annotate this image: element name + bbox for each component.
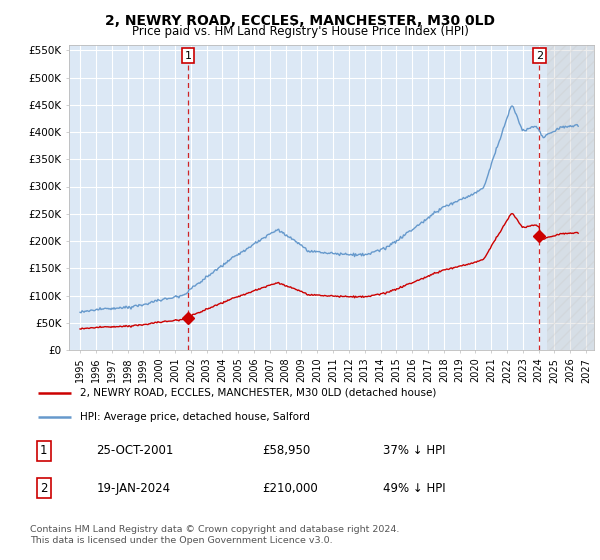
Text: Price paid vs. HM Land Registry's House Price Index (HPI): Price paid vs. HM Land Registry's House … (131, 25, 469, 38)
Text: 2, NEWRY ROAD, ECCLES, MANCHESTER, M30 0LD (detached house): 2, NEWRY ROAD, ECCLES, MANCHESTER, M30 0… (80, 388, 436, 398)
Text: 25-OCT-2001: 25-OCT-2001 (96, 444, 173, 457)
Text: 2: 2 (536, 51, 543, 60)
Text: This data is licensed under the Open Government Licence v3.0.: This data is licensed under the Open Gov… (30, 536, 332, 545)
Text: 37% ↓ HPI: 37% ↓ HPI (383, 444, 446, 457)
Text: 1: 1 (40, 444, 47, 457)
Text: 49% ↓ HPI: 49% ↓ HPI (383, 482, 446, 495)
Text: HPI: Average price, detached house, Salford: HPI: Average price, detached house, Salf… (80, 412, 310, 422)
Text: £58,950: £58,950 (262, 444, 310, 457)
Text: 19-JAN-2024: 19-JAN-2024 (96, 482, 170, 495)
Text: 2: 2 (40, 482, 47, 495)
Text: 1: 1 (184, 51, 191, 60)
Text: £210,000: £210,000 (262, 482, 317, 495)
Text: 2, NEWRY ROAD, ECCLES, MANCHESTER, M30 0LD: 2, NEWRY ROAD, ECCLES, MANCHESTER, M30 0… (105, 14, 495, 28)
Text: Contains HM Land Registry data © Crown copyright and database right 2024.: Contains HM Land Registry data © Crown c… (30, 525, 400, 534)
